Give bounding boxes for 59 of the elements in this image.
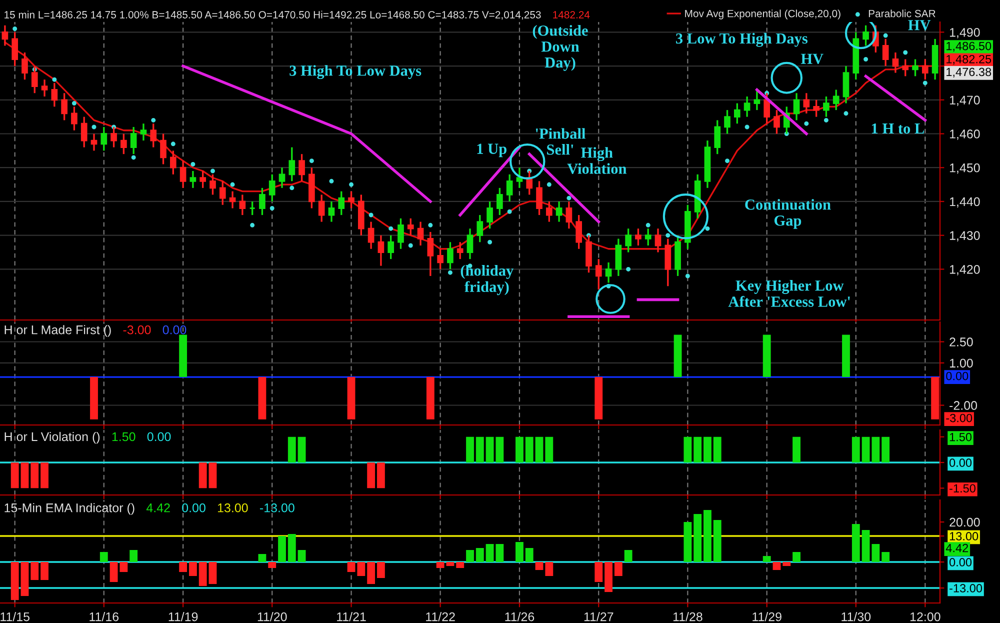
chart-title: 15-Min EMA Indicator () <box>4 503 134 515</box>
x-tick-label: 11/21 <box>337 612 366 622</box>
y-tick-label: 1,430 <box>950 231 980 242</box>
y-tick-label: -2.00 <box>950 401 978 410</box>
annotation: (holiday friday) <box>460 265 514 296</box>
x-tick-label: 11/20 <box>258 612 287 622</box>
x-tick-label: 11/30 <box>842 612 871 622</box>
y-tick-label: 1,420 <box>950 265 980 276</box>
x-tick-label: 11/16 <box>90 612 119 622</box>
y-tick-label: 1,470 <box>950 96 980 106</box>
text: -3.00 <box>946 414 972 422</box>
annotation: -13.00 <box>260 503 294 512</box>
text: 1,486.50 <box>946 42 992 52</box>
annotation: HV <box>800 54 824 64</box>
annotation: 0.00 <box>147 432 171 442</box>
chart-title: 15 min L=1486.25 14.75 1.00% B=1485.50 A=1486.50 O=1470.50 Hi=1492.25 Lo=1468.50 C=1483.75 V=2,014,253 <box>4 10 541 20</box>
annotation: Key Higher Low After 'Excess Low' <box>728 280 850 307</box>
annotation: 1 Up <box>477 144 506 158</box>
text: 1,482.25 <box>946 54 992 65</box>
y-tick-label: 1.50 <box>950 432 972 442</box>
y-tick-label: -13.00 <box>950 584 982 592</box>
annotation: 3 Low To High Days <box>676 32 808 47</box>
annotation: 4.42 <box>146 503 170 512</box>
y-tick-label: 0.00 <box>949 558 972 566</box>
annotation: 0.00 <box>182 503 206 512</box>
x-tick-label: 11/28 <box>673 612 702 622</box>
y-tick-label: 0.00 <box>949 458 972 467</box>
y-tick-label: 1,440 <box>950 197 980 208</box>
text: 4.42 <box>946 544 968 552</box>
y-tick-label: 1,490 <box>950 28 980 38</box>
annotation: 3 High To Low Days <box>290 65 422 80</box>
text: 1482.24 <box>553 11 590 18</box>
y-tick-label: -1.50 <box>950 484 976 493</box>
annotation: 1.50 <box>112 432 136 442</box>
annotation: Continuation Gap <box>745 198 831 229</box>
legend-label: Parabolic SAR <box>868 10 936 18</box>
annotation: 0.00 <box>162 325 186 334</box>
x-tick-label: 12:00 <box>910 612 940 622</box>
x-tick-label: 11/15 <box>0 612 30 622</box>
y-tick-label: 13.00 <box>950 532 978 540</box>
y-tick-label: 2.50 <box>950 338 973 346</box>
y-tick-label: 1,450 <box>950 163 980 174</box>
annotation: (Outside Down Day) <box>532 25 588 71</box>
annotation: -3.00 <box>123 325 151 334</box>
annotation: HV <box>908 20 931 30</box>
x-tick-label: 11/22 <box>426 612 455 622</box>
y-tick-label: 20.00 <box>950 518 980 527</box>
x-tick-label: 11/29 <box>752 612 782 622</box>
chart-title: H or L Violation () <box>4 432 100 444</box>
x-tick-label: 11/19 <box>168 612 198 622</box>
x-tick-label: 11/27 <box>584 612 614 622</box>
annotation: 1 H to L <box>872 123 924 134</box>
y-tick-label: 1,460 <box>950 130 980 140</box>
text: 1,476.38 <box>946 68 992 78</box>
annotation: 13.00 <box>218 503 248 512</box>
y-tick-label: 1.00 <box>950 358 973 368</box>
x-tick-label: 11/26 <box>505 612 534 622</box>
legend-label: Mov Avg Exponential (Close,20,0) <box>685 10 840 20</box>
chart-title: H or L Made First () <box>4 325 111 337</box>
